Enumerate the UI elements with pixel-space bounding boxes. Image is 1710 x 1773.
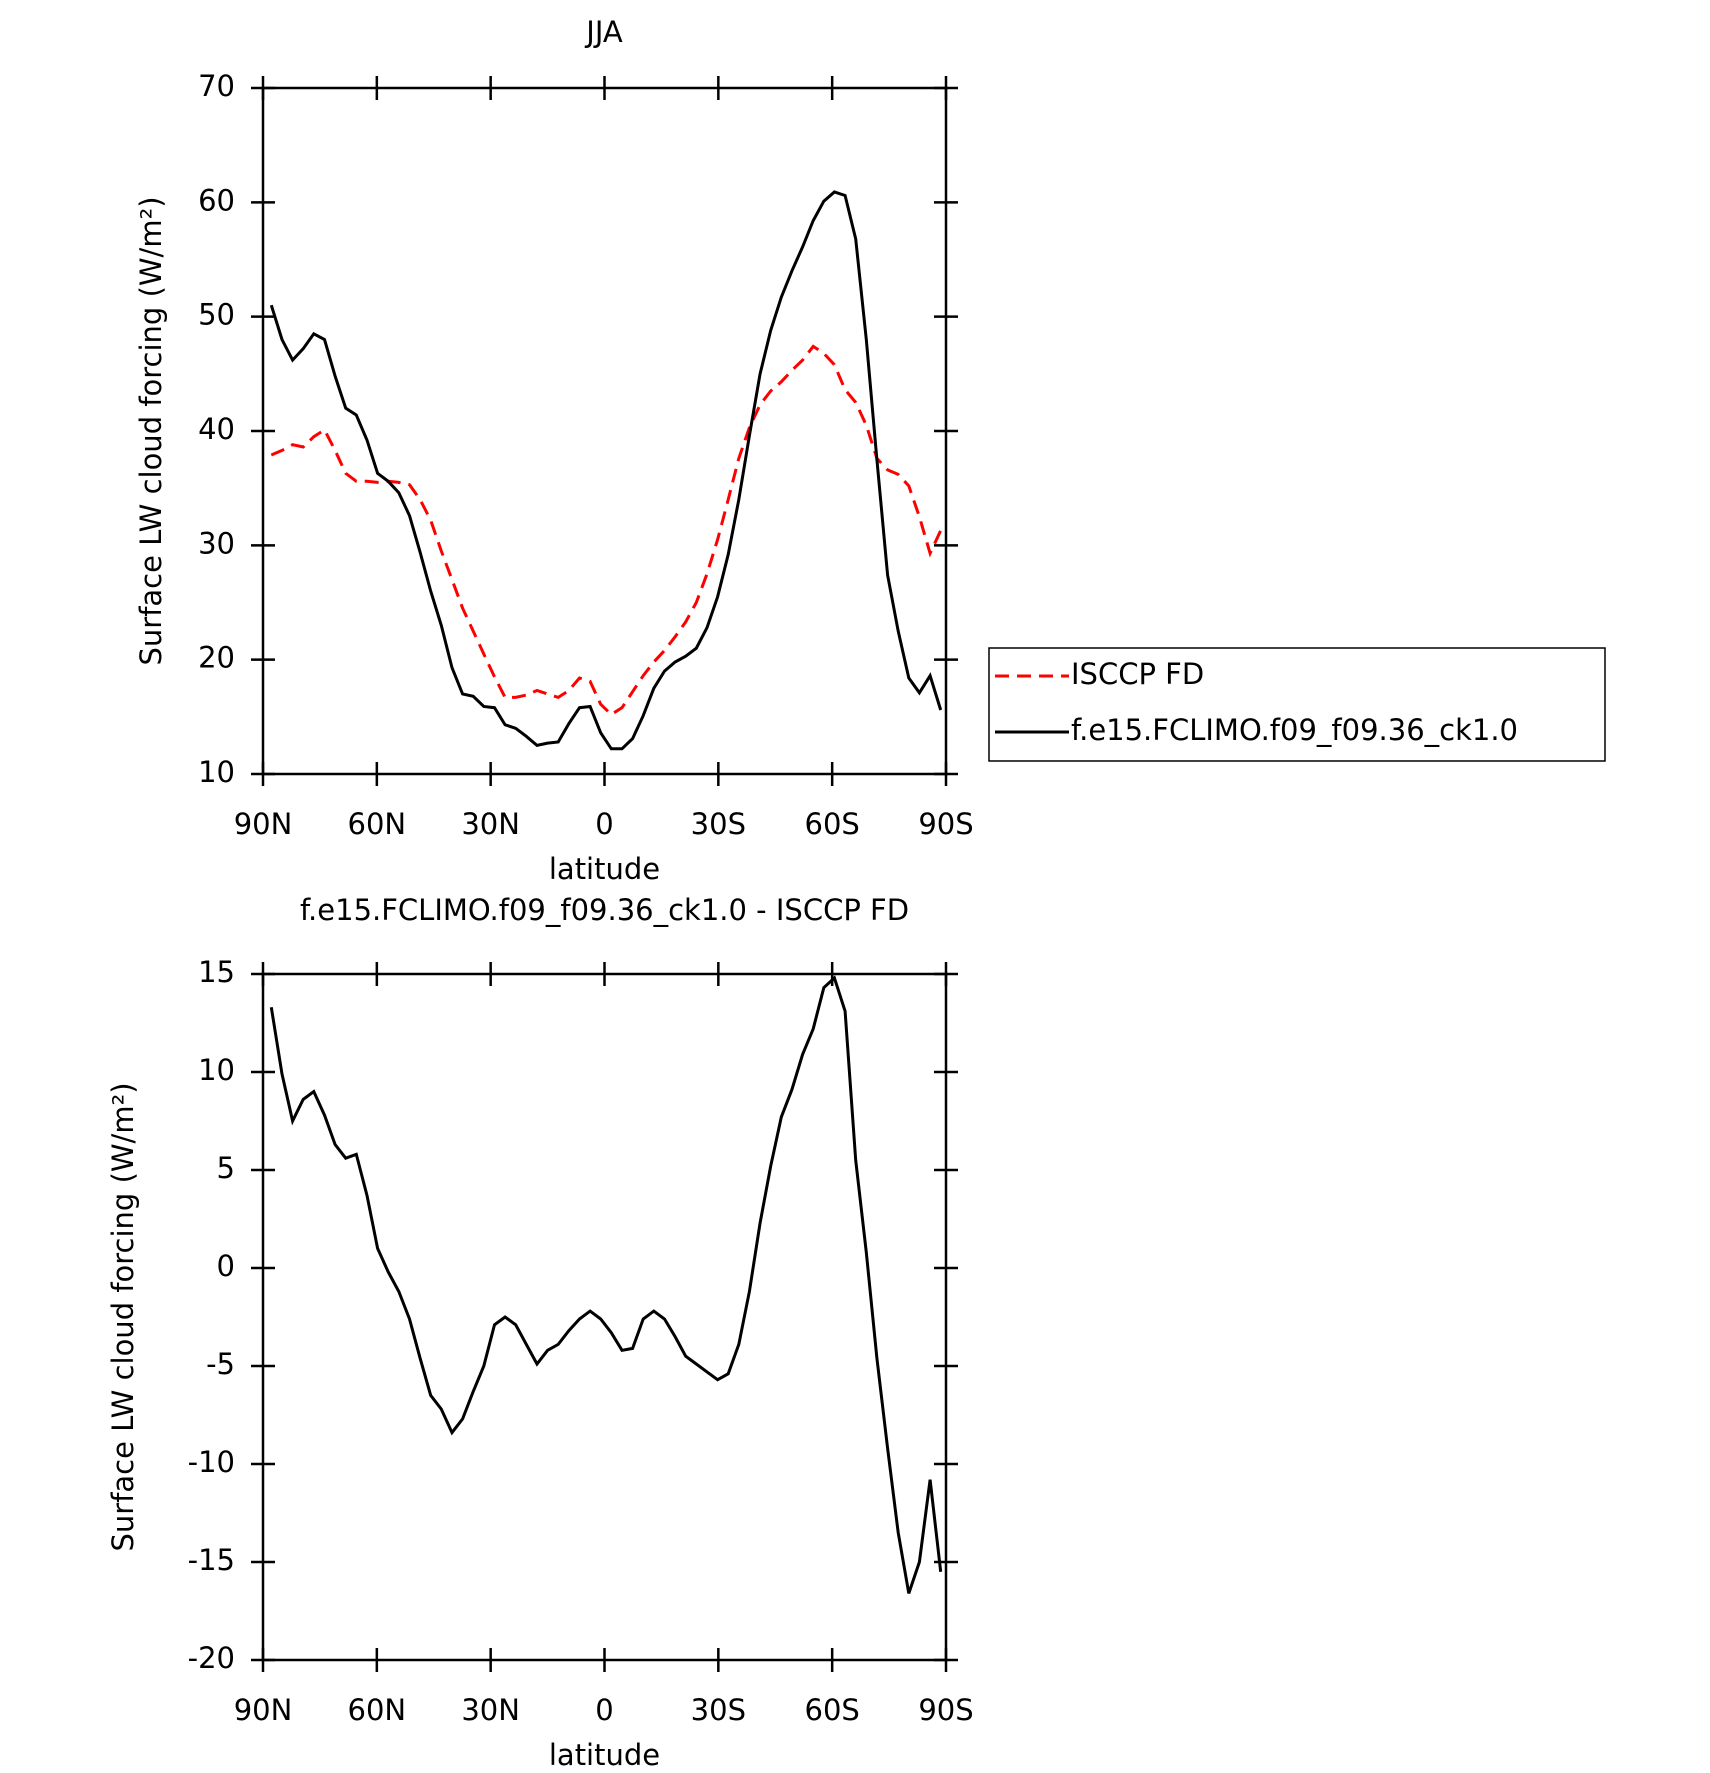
x-tick-label: 60S [805,1693,860,1727]
y-tick-label: 70 [198,69,235,103]
x-tick-label: 60N [348,807,407,841]
x-tick-label: 60N [348,1693,407,1727]
data-line [269,975,943,1594]
y-tick-label: 15 [198,955,235,989]
chart-title: f.e15.FCLIMO.f09_f09.36_ck1.0 - ISCCP FD [300,893,909,927]
y-tick-label: 20 [198,641,235,675]
y-tick-label: 60 [198,183,235,217]
x-axis-label: latitude [549,1738,660,1772]
y-axis-label: Surface LW cloud forcing (W/m²) [134,196,168,665]
y-tick-label: 40 [198,412,235,446]
plot-frame [261,972,948,1662]
legend-label: ISCCP FD [1071,657,1204,691]
y-tick-label: 10 [198,1053,235,1087]
x-tick-label: 30S [691,807,746,841]
x-tick-label: 30S [691,1693,746,1727]
y-tick-label: 30 [198,526,235,560]
y-tick-label: -20 [188,1641,235,1675]
x-tick-label: 0 [595,807,613,841]
plot-frame [261,86,948,776]
legend-box [988,647,1606,762]
legend-label: f.e15.FCLIMO.f09_f09.36_ck1.0 [1071,713,1518,747]
y-tick-label: 0 [217,1249,235,1283]
x-tick-label: 90S [918,1693,973,1727]
x-tick-label: 0 [595,1693,613,1727]
y-tick-label: -5 [206,1347,235,1381]
y-tick-label: 50 [198,298,235,332]
x-tick-label: 60S [805,807,860,841]
x-tick-label: 30N [461,807,520,841]
chart-title: JJA [584,15,623,49]
x-axis-label: latitude [549,852,660,886]
y-tick-label: 5 [217,1151,235,1185]
x-tick-label: 90S [918,807,973,841]
x-tick-label: 90N [234,1693,293,1727]
data-line [269,190,943,751]
x-tick-label: 90N [234,807,293,841]
y-axis-label: Surface LW cloud forcing (W/m²) [106,1082,140,1551]
data-line [270,344,943,717]
y-tick-label: -15 [188,1543,235,1577]
y-tick-label: -10 [188,1445,235,1479]
x-tick-label: 30N [461,1693,520,1727]
y-tick-label: 10 [198,755,235,789]
